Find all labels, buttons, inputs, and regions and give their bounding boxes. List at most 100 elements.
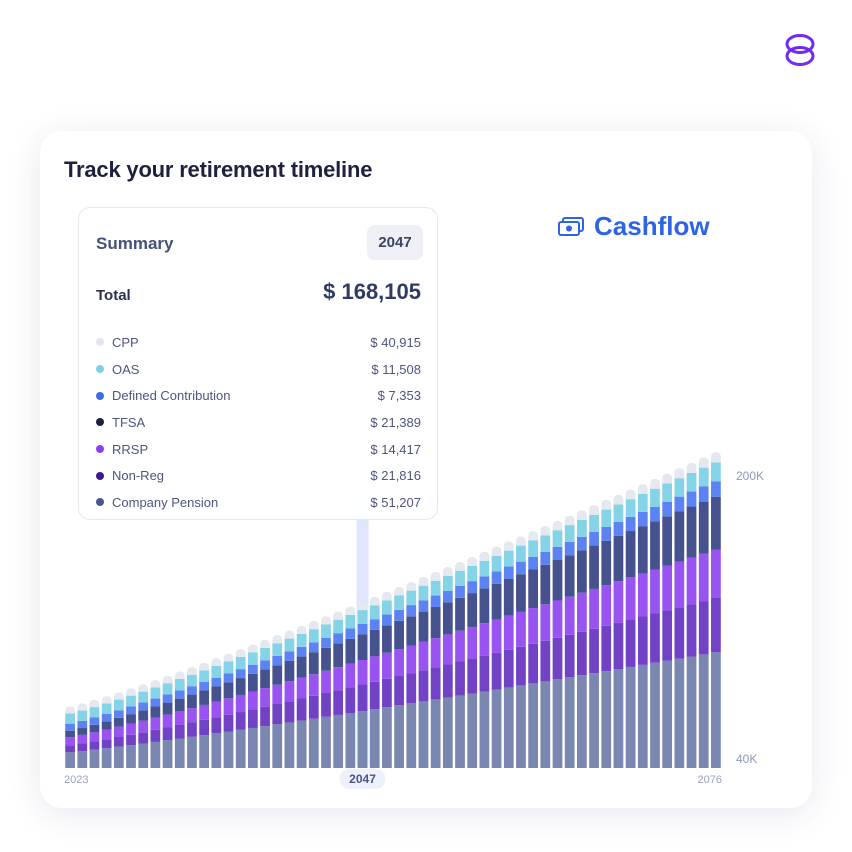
bar-2045 — [333, 611, 344, 768]
bar-segment — [113, 692, 124, 700]
bar-segment — [467, 565, 478, 582]
bar-segment — [162, 714, 173, 728]
bar-segment — [406, 645, 417, 674]
bar-segment — [589, 628, 599, 674]
bar-segment — [284, 651, 295, 661]
bar-segment — [564, 525, 575, 542]
bar-segment — [516, 536, 526, 546]
bar-segment — [613, 535, 624, 582]
bar-segment — [235, 649, 246, 657]
bar-segment — [576, 631, 587, 676]
bar-segment — [601, 509, 612, 527]
bar-segment — [138, 684, 149, 692]
bar-segment — [113, 746, 124, 768]
bar-segment — [345, 614, 356, 629]
bar-segment — [516, 545, 526, 562]
bar-segment — [77, 751, 88, 768]
bar-segment — [260, 669, 270, 689]
bar-segment — [613, 581, 624, 623]
bar-segment — [686, 656, 697, 768]
bar-segment — [308, 695, 319, 719]
bar-segment — [345, 713, 356, 768]
cashflow-chart: 200K 40K 2023 2047 2076 — [64, 452, 764, 789]
bar-segment — [235, 729, 246, 768]
bar-segment — [564, 596, 575, 635]
bar-segment — [467, 593, 478, 627]
bar-segment — [369, 709, 380, 768]
bar-segment — [442, 566, 453, 576]
bar-2031 — [162, 675, 173, 768]
summary-panel: Summary 2047 Total $ 168,105 CPP $ 40,91… — [78, 207, 438, 520]
bar-2065 — [576, 510, 587, 768]
bar-segment — [382, 707, 392, 768]
bar-segment — [235, 678, 246, 695]
cashflow-tab[interactable]: Cashflow — [558, 211, 710, 242]
year-badge: 2047 — [367, 225, 423, 260]
bar-segment — [516, 611, 526, 647]
bar-segment — [455, 585, 465, 598]
bar-segment — [467, 693, 478, 768]
bar-2037 — [235, 649, 246, 768]
bar-2047 — [357, 601, 368, 768]
bar-segment — [589, 505, 599, 515]
summary-item-label: TFSA — [112, 414, 146, 430]
summary-item-company-pension: Company Pension $ 51,207 — [96, 489, 421, 516]
bar-segment — [650, 662, 660, 768]
bar-2027 — [113, 692, 124, 768]
bar-segment — [382, 591, 392, 601]
bar-segment — [308, 674, 319, 696]
legend-dot — [96, 498, 104, 507]
bar-segment — [674, 511, 685, 562]
bar-segment — [711, 462, 721, 482]
bar-segment — [418, 670, 429, 702]
bar-segment — [382, 600, 392, 615]
bar-segment — [406, 616, 417, 646]
bar-segment — [540, 681, 551, 768]
bar-segment — [333, 714, 344, 768]
bar-segment — [418, 641, 429, 671]
legend-dot — [96, 338, 104, 347]
bar-2026 — [101, 696, 112, 768]
bar-segment — [138, 691, 149, 703]
bar-segment — [77, 728, 88, 735]
bar-2028 — [126, 688, 136, 768]
bar-segment — [589, 531, 599, 546]
bar-segment — [65, 723, 75, 731]
bar-segment — [711, 481, 721, 497]
bar-segment — [601, 526, 612, 541]
bar-segment — [576, 675, 587, 768]
bar-segment — [564, 555, 575, 597]
bar-segment — [430, 667, 441, 700]
bar-segment — [150, 729, 161, 742]
bar-2039 — [260, 639, 270, 768]
bar-segment — [260, 688, 270, 707]
bar-segment — [479, 560, 490, 577]
bar-segment — [698, 486, 709, 502]
bar-segment — [296, 625, 307, 634]
bar-segment — [333, 643, 344, 668]
bar-2062 — [540, 526, 551, 768]
bar-2035 — [211, 658, 222, 768]
bar-segment — [601, 540, 612, 586]
bar-segment — [211, 733, 222, 768]
bar-segment — [613, 494, 624, 505]
bar-segment — [516, 561, 526, 575]
bar-segment — [686, 604, 697, 657]
bar-segment — [552, 530, 563, 547]
bar-2052 — [418, 577, 429, 768]
bar-2067 — [601, 500, 612, 768]
bar-segment — [711, 597, 721, 653]
bar-2048 — [369, 596, 380, 768]
bar-segment — [150, 698, 161, 707]
bar-segment — [540, 526, 551, 536]
bar-2038 — [247, 644, 258, 768]
bar-segment — [308, 629, 319, 643]
bar-segment — [174, 690, 185, 699]
bar-segment — [613, 504, 624, 522]
summary-item-value: $ 21,816 — [370, 468, 421, 484]
bar-segment — [211, 686, 222, 702]
bar-segment — [345, 687, 356, 714]
bar-segment — [662, 660, 673, 768]
bar-segment — [430, 607, 441, 639]
y-tick-label: 40K — [736, 752, 757, 766]
